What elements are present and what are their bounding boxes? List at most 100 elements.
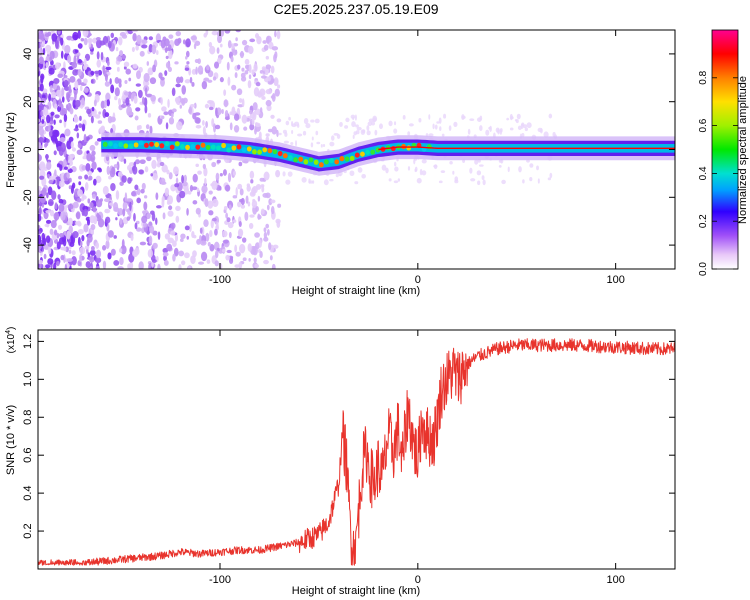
- heatmap-cell: [38, 230, 42, 235]
- heatmap-cell: [216, 221, 219, 230]
- heatmap-cell: [238, 220, 242, 228]
- bottom-y-axis-label: SNR (10 * v/v): [5, 405, 17, 475]
- heatmap-cell: [71, 147, 76, 152]
- heatmap-cell: [42, 47, 46, 56]
- heatmap-cell: [45, 138, 50, 143]
- heatmap-cell: [160, 181, 167, 185]
- heatmap-cell: [68, 249, 72, 254]
- heatmap-cell: [174, 141, 180, 147]
- heatmap-cell: [60, 254, 65, 261]
- spectrogram-panel: -100 0 100 40 20 0 -20 -40 Height of straight …: [5, 29, 676, 297]
- heatmap-cell: [228, 204, 232, 209]
- heatmap-cell: [150, 210, 155, 215]
- heatmap-cell: [276, 30, 281, 40]
- heatmap-cell: [128, 143, 134, 149]
- heatmap-cell: [220, 30, 225, 37]
- heatmap-cell: [155, 217, 158, 225]
- heatmap-cell: [182, 39, 186, 45]
- heatmap-cell: [45, 44, 52, 52]
- heatmap-cell: [96, 51, 100, 60]
- heatmap-cell: [140, 188, 145, 194]
- heatmap-cell: [106, 99, 111, 107]
- heatmap-cell: [366, 125, 370, 131]
- heatmap-cell: [222, 169, 227, 176]
- heatmap-cell: [165, 55, 169, 60]
- heatmap-cell: [79, 254, 82, 263]
- heatmap-cell: [47, 31, 51, 37]
- heatmap-cell: [231, 106, 236, 115]
- heatmap-cell: [57, 224, 63, 230]
- heatmap-cell: [254, 127, 257, 135]
- heatmap-cell: [438, 180, 443, 184]
- heatmap-cell: [205, 30, 209, 36]
- bottom-y-ticks: 0.2 0.4 0.6 0.8 1.0 1.2: [22, 334, 675, 539]
- heatmap-cell: [172, 240, 177, 247]
- heatmap-cell: [529, 163, 534, 168]
- heatmap-cell: [247, 45, 254, 55]
- heatmap-cell: [89, 144, 96, 151]
- heatmap-cell: [249, 38, 256, 43]
- heatmap-cell: [181, 98, 186, 106]
- heatmap-cell: [204, 103, 210, 109]
- colorbar: 0.0 0.2 0.4 0.6 0.8 Normalized spectral ampl…: [698, 29, 749, 276]
- x-tick-label: 100: [606, 574, 624, 586]
- heatmap-cell: [65, 246, 69, 253]
- heatmap-cell: [139, 159, 146, 165]
- heatmap-cell: [323, 179, 329, 186]
- heatmap-cell: [204, 198, 209, 208]
- heatmap-cell: [75, 211, 81, 220]
- heatmap-cell: [38, 234, 42, 245]
- heatmap-cell: [236, 144, 242, 150]
- heatmap-cell: [207, 100, 214, 104]
- heatmap-cell: [130, 94, 134, 102]
- heatmap-cell: [90, 79, 94, 84]
- heatmap-cell: [297, 133, 303, 137]
- heatmap-cell: [276, 118, 282, 123]
- heatmap-cell: [516, 113, 521, 120]
- heatmap-cell: [237, 104, 244, 108]
- heatmap-cell: [259, 88, 266, 97]
- heatmap-cell: [428, 133, 434, 137]
- heatmap-cell: [183, 174, 187, 183]
- heatmap-cell: [241, 237, 247, 243]
- heatmap-cell: [178, 264, 182, 269]
- heatmap-cell: [120, 104, 127, 108]
- heatmap-cell: [156, 205, 162, 209]
- heatmap-cell: [241, 67, 245, 72]
- heatmap-cell: [291, 121, 294, 127]
- heatmap-cell: [521, 132, 525, 138]
- heatmap-cell: [224, 30, 231, 34]
- heatmap-cell: [441, 133, 445, 137]
- heatmap-cell: [354, 181, 359, 185]
- heatmap-cell: [267, 148, 273, 154]
- heatmap-cell: [241, 39, 248, 46]
- heatmap-cell: [126, 164, 132, 171]
- heatmap-cell: [141, 215, 148, 224]
- heatmap-cell: [428, 114, 431, 120]
- heatmap-cell: [60, 142, 66, 153]
- heatmap-cell: [260, 208, 265, 215]
- heatmap-cell: [138, 125, 142, 130]
- bottom-x-ticks: -100 0 100: [209, 330, 625, 586]
- heatmap-cell: [285, 120, 290, 126]
- heatmap-cell: [70, 234, 74, 244]
- heatmap-cell: [118, 141, 124, 148]
- heatmap-cell: [232, 195, 238, 199]
- heatmap-cell: [353, 131, 357, 136]
- heatmap-cell: [135, 227, 142, 232]
- heatmap-cell: [128, 77, 132, 82]
- heatmap-cell: [488, 126, 491, 130]
- heatmap-cell: [329, 158, 334, 164]
- x-tick-label: 0: [415, 274, 421, 286]
- heatmap-cell: [147, 67, 154, 76]
- heatmap-cell: [185, 38, 191, 48]
- heatmap-cell: [206, 259, 211, 264]
- heatmap-cell: [151, 159, 157, 169]
- heatmap-cell: [38, 206, 42, 216]
- heatmap-cell: [75, 221, 78, 226]
- heatmap-cell: [244, 70, 249, 75]
- heatmap-cell: [498, 165, 502, 168]
- heatmap-cell: [152, 64, 156, 73]
- heatmap-cell: [166, 243, 173, 252]
- heatmap-cell: [173, 247, 179, 257]
